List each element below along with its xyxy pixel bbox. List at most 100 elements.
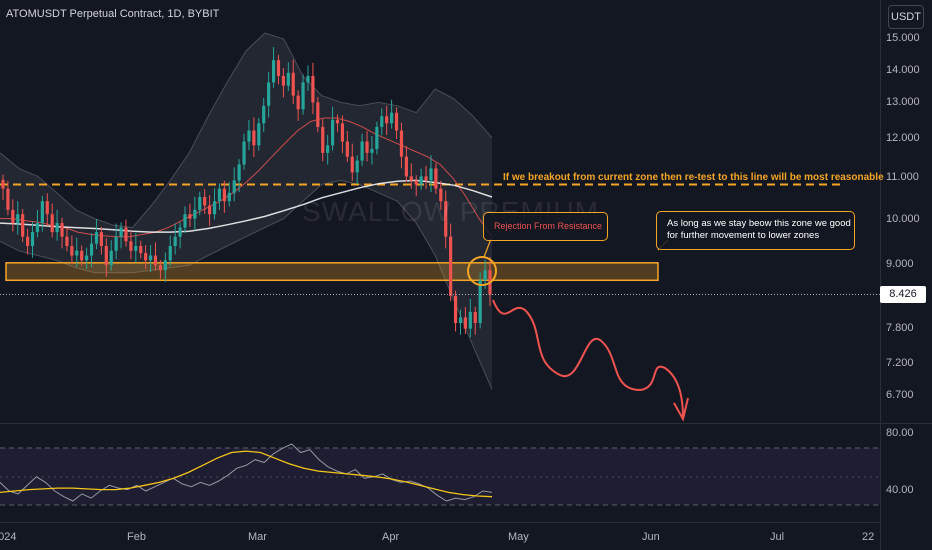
candle-body (21, 214, 25, 237)
bollinger-upper-line (0, 32, 493, 229)
x-tick: 2024 (0, 531, 17, 543)
candle-body (399, 130, 404, 157)
candle-body (144, 253, 148, 261)
candle-body (434, 168, 438, 189)
candle-body (45, 201, 49, 215)
candle-body (35, 223, 40, 233)
y-tick: 14.000 (886, 64, 920, 76)
candle-body (85, 255, 89, 261)
candle-body (311, 75, 315, 103)
candle-body (198, 196, 202, 210)
candle-body (139, 246, 143, 254)
rsi-ma-line (0, 450, 493, 498)
zone-note-line1: As long as we stay beow this zone we goo… (667, 218, 851, 229)
y-tick: 10.000 (886, 213, 920, 225)
candle-body (99, 232, 103, 247)
candle-body (281, 75, 285, 86)
candle-body (291, 72, 295, 96)
candle-body (478, 280, 482, 324)
candle-body (188, 214, 192, 219)
candle-body (296, 95, 300, 110)
candle-body (414, 180, 418, 185)
candle-body (350, 156, 354, 173)
candle-body (355, 160, 359, 173)
candle-body (208, 205, 212, 215)
candle-body (463, 317, 468, 329)
candle-body (390, 112, 394, 124)
candle-body (70, 246, 74, 256)
candle-body (109, 250, 113, 266)
candle-body (124, 227, 128, 242)
candle-body (134, 246, 138, 251)
rsi-line (0, 443, 493, 502)
candle-body (163, 260, 167, 271)
x-tick: May (508, 531, 529, 543)
candle-body (385, 116, 389, 124)
candle-body (75, 250, 79, 256)
projection-path (492, 299, 684, 419)
candle-body (449, 236, 453, 296)
candle-body (419, 176, 423, 185)
candle-body (271, 60, 276, 83)
candle-body (11, 209, 15, 224)
candle-body (326, 145, 330, 153)
ema-fast-line (0, 117, 493, 238)
x-tick: Apr (382, 531, 400, 543)
candle-body (429, 168, 433, 181)
candle-body (335, 119, 340, 124)
candle-body (473, 311, 477, 324)
projection-arrowhead (673, 397, 689, 422)
candle-body (286, 72, 290, 86)
candle-body (237, 164, 241, 181)
candle-body (483, 270, 487, 281)
candle-body (60, 223, 64, 237)
candle-body (173, 236, 177, 247)
candle-body (468, 311, 472, 329)
rejection-circle (467, 256, 497, 286)
candle-body (301, 82, 305, 110)
x-tick: 22 (862, 531, 875, 543)
y-tick: 9.000 (886, 258, 914, 270)
candle-body (409, 176, 413, 181)
candle-body (55, 223, 59, 233)
candle-body (16, 214, 20, 224)
candle-body (345, 141, 349, 157)
candle-body (104, 246, 108, 266)
candle-body (242, 141, 246, 165)
candle-body (316, 102, 320, 127)
candle-body (365, 141, 369, 153)
currency-button[interactable]: USDT (888, 5, 924, 29)
y-tick: 11.000 (886, 171, 919, 183)
candle-body (114, 236, 118, 251)
candle-body (232, 180, 236, 193)
zone-note-callout: As long as we stay beow this zone we goo… (656, 211, 855, 250)
zone-note-line2: for further movement to lower zones (667, 230, 820, 241)
candle-body (6, 188, 10, 210)
candle-body (370, 149, 374, 153)
candle-body (458, 317, 463, 324)
y-tick: 7.200 (886, 357, 914, 369)
x-tick: Jun (642, 531, 660, 543)
candle-body (65, 236, 69, 247)
candle-body (267, 82, 271, 106)
y-tick: 12.000 (886, 132, 920, 144)
candle-body (153, 255, 158, 266)
rejection-callout: Rejection From Resistance (483, 212, 608, 241)
bollinger-lower-line (0, 179, 493, 390)
candle-body (158, 265, 163, 271)
candle-body (178, 227, 182, 237)
candle-body (404, 156, 408, 177)
candle-body (306, 75, 310, 83)
candle-body (380, 116, 384, 127)
x-tick: Jul (770, 531, 785, 543)
candle-body (148, 255, 153, 261)
candle-body (40, 201, 44, 224)
candle-body (212, 201, 217, 215)
x-tick: Feb (127, 531, 146, 543)
rejection-pointer (483, 238, 492, 258)
breakout-note: If we breakout from current zone then re… (503, 172, 884, 183)
resistance-zone (5, 262, 659, 282)
candle-body (222, 188, 226, 202)
